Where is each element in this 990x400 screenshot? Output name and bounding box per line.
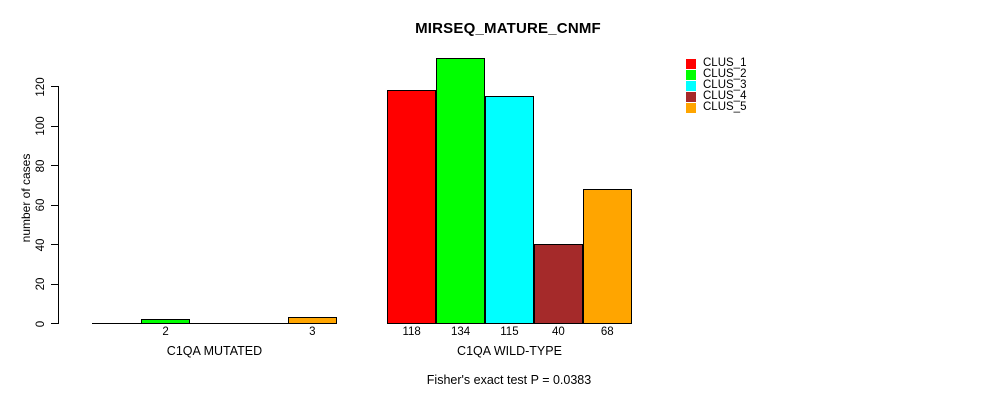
- bar-value-label: 3: [309, 326, 316, 338]
- y-tick-mark: [51, 165, 58, 166]
- legend-item: CLUS_2: [686, 67, 816, 80]
- y-tick-label: 40: [35, 238, 47, 251]
- footnote: Fisher's exact test P = 0.0383: [426, 373, 592, 387]
- y-tick-mark: [51, 86, 58, 87]
- bar-clus-1-wild-type: [387, 89, 437, 324]
- y-tick-mark: [51, 125, 58, 127]
- bar-value-label: 68: [600, 326, 614, 338]
- bar-value-label: 115: [500, 326, 519, 338]
- legend: CLUS_1 CLUS_2 CLUS_3 CLUS_4 CLUS_5: [686, 56, 816, 114]
- y-tick-mark: [51, 244, 58, 245]
- legend-swatch-clus-1: [686, 58, 696, 69]
- y-tick-label: 60: [35, 198, 47, 212]
- legend-label: CLUS_4: [703, 89, 747, 102]
- y-tick-mark: [51, 323, 58, 324]
- y-tick-label: 20: [35, 277, 47, 291]
- bar-clus-1-mutated-zero-line: [92, 323, 142, 324]
- bar-value-label: 40: [551, 326, 565, 338]
- chart-title: MIRSEQ_MATURE_CNMF: [415, 20, 601, 37]
- y-tick-label: 80: [35, 159, 47, 172]
- legend-item: CLUS_1: [686, 56, 816, 69]
- y-tick-label: 120: [35, 76, 47, 97]
- y-axis-line: [58, 86, 59, 324]
- bar-value-label: 134: [450, 326, 471, 338]
- legend-label: CLUS_3: [703, 78, 747, 91]
- x-group-label-wild-type: C1QA WILD-TYPE: [457, 344, 562, 358]
- legend-swatch-clus-3: [686, 80, 696, 91]
- bar-clus-3-mutated-zero-line: [190, 323, 240, 324]
- bar-clus-2-wild-type: [436, 58, 485, 324]
- bar-clus-4-wild-type: [533, 244, 583, 324]
- legend-label: CLUS_2: [703, 67, 747, 80]
- x-group-label-mutated: C1QA MUTATED: [166, 344, 263, 358]
- bar-clus-3-wild-type: [485, 95, 534, 324]
- legend-label: CLUS_5: [703, 100, 747, 113]
- legend-label: CLUS_1: [703, 56, 747, 69]
- legend-item: CLUS_4: [686, 89, 816, 102]
- bar-clus-2-mutated: [141, 319, 191, 324]
- y-axis-label: number of cases: [19, 153, 33, 243]
- legend-swatch-clus-4: [686, 91, 696, 102]
- legend-item: CLUS_5: [686, 100, 816, 113]
- y-tick-mark: [51, 283, 58, 285]
- bar-value-label: 118: [402, 326, 421, 338]
- legend-swatch-clus-5: [686, 102, 696, 113]
- y-tick-mark: [51, 204, 58, 206]
- bar-clus-4-mutated-zero-line: [239, 323, 289, 324]
- bar-clus-5-mutated: [287, 317, 337, 324]
- y-tick-label: 0: [35, 320, 47, 327]
- bar-value-label: 2: [162, 326, 169, 338]
- legend-swatch-clus-2: [686, 69, 696, 80]
- bar-clus-5-wild-type: [582, 188, 632, 324]
- legend-item: CLUS_3: [686, 78, 816, 91]
- y-tick-label: 100: [35, 116, 47, 136]
